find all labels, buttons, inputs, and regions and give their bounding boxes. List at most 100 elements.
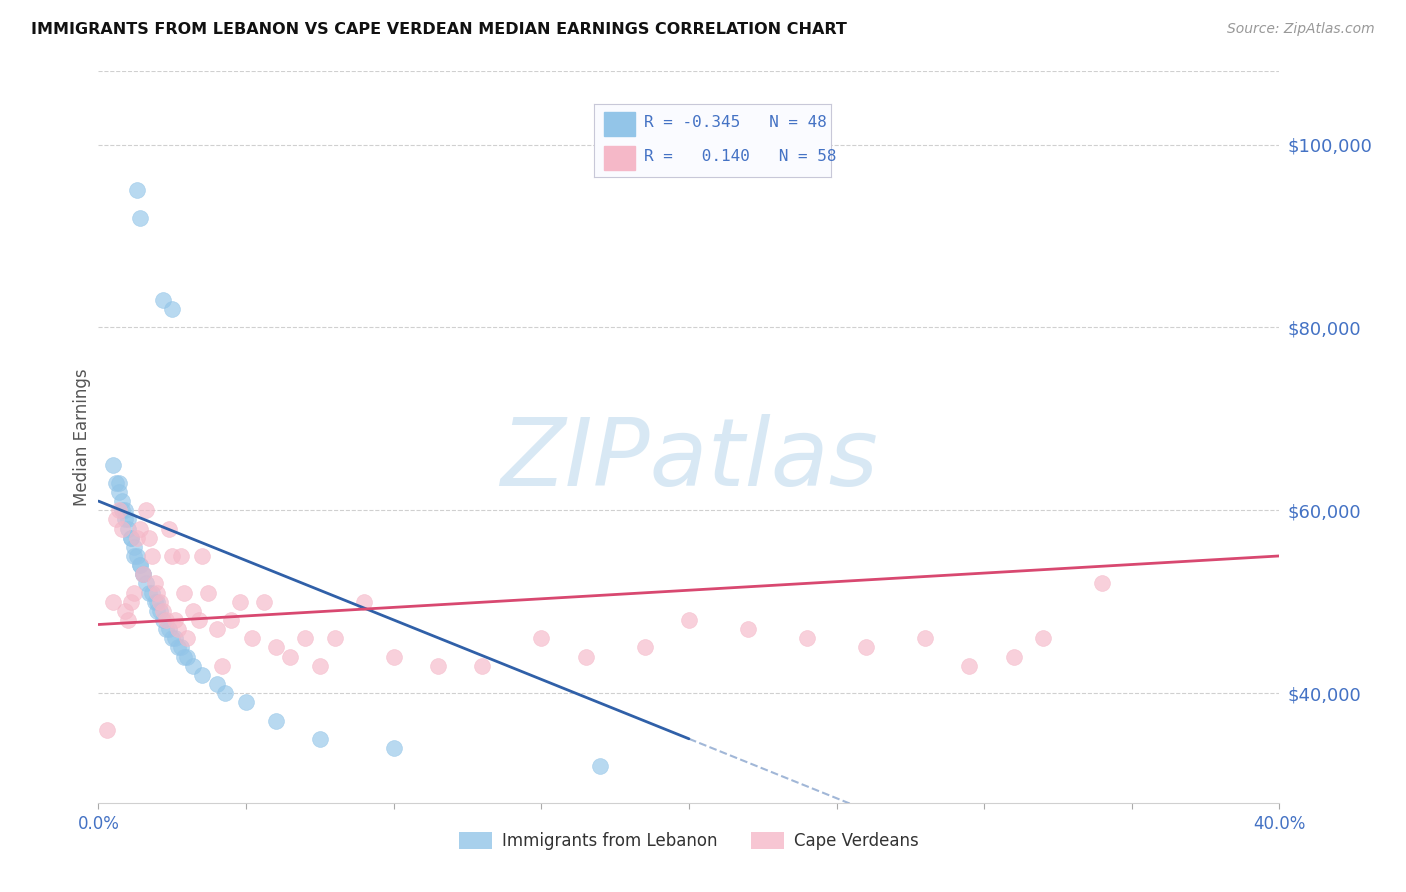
Point [191, 667, 214, 681]
Point [132, 567, 155, 582]
Point [105, 475, 128, 490]
Point [173, 585, 195, 599]
Point [575, 649, 598, 664]
Point [143, 594, 166, 608]
Text: Source: ZipAtlas.com: Source: ZipAtlas.com [1227, 22, 1375, 37]
Point [103, 458, 125, 472]
Point [1032, 631, 1054, 645]
Point [914, 631, 936, 645]
Point [141, 585, 163, 599]
Point [114, 604, 136, 618]
Point [103, 594, 125, 608]
Point [205, 677, 228, 691]
Point [125, 183, 148, 197]
Point [1091, 576, 1114, 591]
Point [589, 759, 612, 773]
Point [796, 631, 818, 645]
Point [165, 613, 187, 627]
Point [141, 549, 163, 563]
Point [117, 613, 139, 627]
Point [122, 549, 145, 563]
Point [128, 521, 150, 535]
Text: ZIPatlas: ZIPatlas [501, 414, 877, 505]
Point [96, 723, 118, 737]
Point [146, 604, 169, 618]
Point [143, 576, 166, 591]
Point [353, 594, 375, 608]
Point [138, 531, 160, 545]
Point [280, 649, 302, 664]
Point [125, 531, 148, 545]
Point [105, 512, 128, 526]
Point [264, 714, 287, 728]
Point [170, 640, 193, 655]
Point [197, 585, 219, 599]
Point [294, 631, 316, 645]
Point [959, 658, 981, 673]
Point [125, 549, 148, 563]
Point [152, 293, 174, 307]
Point [162, 631, 183, 645]
Point [149, 594, 172, 608]
Point [149, 604, 172, 618]
Point [135, 576, 157, 591]
Point [678, 613, 700, 627]
Point [235, 695, 257, 709]
Point [162, 549, 183, 563]
Point [253, 594, 276, 608]
Point [530, 631, 553, 645]
Point [162, 301, 183, 317]
Point [229, 594, 252, 608]
Point [128, 558, 150, 573]
Point [214, 686, 236, 700]
Point [427, 658, 450, 673]
Point [181, 658, 204, 673]
Point [167, 622, 190, 636]
Point [146, 594, 169, 608]
Point [264, 640, 287, 655]
Point [1002, 649, 1025, 664]
Point [382, 740, 405, 755]
Y-axis label: Median Earnings: Median Earnings [73, 368, 91, 506]
Point [855, 640, 877, 655]
Point [114, 503, 136, 517]
Point [155, 622, 177, 636]
Point [117, 521, 139, 535]
Point [111, 494, 134, 508]
Point [309, 731, 332, 746]
Point [152, 604, 174, 618]
Point [122, 540, 145, 554]
Point [157, 521, 180, 535]
Point [108, 484, 131, 499]
Point [170, 549, 193, 563]
Point [111, 521, 134, 535]
Point [187, 613, 209, 627]
Point [120, 594, 142, 608]
Point [152, 613, 174, 627]
Point [211, 658, 233, 673]
Point [114, 512, 136, 526]
Point [173, 649, 195, 664]
Point [138, 585, 160, 599]
Point [108, 475, 131, 490]
Point [122, 585, 145, 599]
Point [176, 631, 198, 645]
Point [382, 649, 405, 664]
Point [135, 503, 157, 517]
Point [128, 558, 150, 573]
Point [132, 567, 155, 582]
Point [111, 503, 134, 517]
Point [117, 512, 139, 526]
Point [323, 631, 346, 645]
Point [155, 613, 177, 627]
Point [191, 549, 214, 563]
Point [205, 622, 228, 636]
Point [132, 567, 155, 582]
Point [157, 622, 180, 636]
Point [167, 640, 190, 655]
Point [120, 531, 142, 545]
Point [108, 503, 131, 517]
Point [471, 658, 494, 673]
Legend: Immigrants from Lebanon, Cape Verdeans: Immigrants from Lebanon, Cape Verdeans [453, 825, 925, 856]
Point [181, 604, 204, 618]
